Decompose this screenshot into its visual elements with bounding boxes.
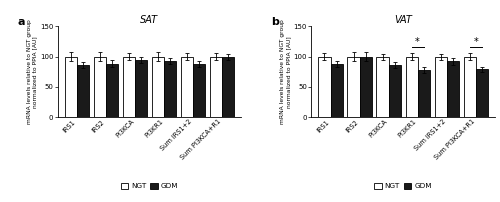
Bar: [318, 57, 330, 117]
Bar: [193, 64, 205, 117]
Bar: [406, 57, 417, 117]
Bar: [106, 64, 118, 117]
Y-axis label: mRNA levels relative to NGT group
normalized to PPIA [AU]: mRNA levels relative to NGT group normal…: [26, 19, 38, 124]
Bar: [330, 64, 342, 117]
Text: *: *: [415, 37, 420, 46]
Bar: [77, 65, 89, 117]
Bar: [376, 57, 388, 117]
Bar: [418, 70, 430, 117]
Title: SAT: SAT: [140, 16, 158, 25]
Text: a: a: [17, 17, 24, 27]
Legend: NGT, GDM: NGT, GDM: [121, 183, 178, 189]
Bar: [476, 69, 488, 117]
Bar: [360, 57, 372, 117]
Y-axis label: mRNA levels relative to NGT group
normalized to PPIA [AU]: mRNA levels relative to NGT group normal…: [280, 19, 291, 124]
Bar: [464, 57, 475, 117]
Bar: [210, 57, 222, 117]
Bar: [388, 65, 400, 117]
Text: *: *: [474, 37, 478, 46]
Bar: [348, 57, 360, 117]
Bar: [446, 61, 458, 117]
Bar: [135, 60, 147, 117]
Bar: [65, 57, 77, 117]
Legend: NGT, GDM: NGT, GDM: [374, 183, 432, 189]
Bar: [181, 57, 193, 117]
Text: b: b: [270, 17, 278, 27]
Bar: [152, 57, 164, 117]
Title: VAT: VAT: [394, 16, 412, 25]
Bar: [94, 57, 106, 117]
Bar: [164, 61, 176, 117]
Bar: [222, 57, 234, 117]
Bar: [123, 57, 135, 117]
Bar: [434, 57, 446, 117]
